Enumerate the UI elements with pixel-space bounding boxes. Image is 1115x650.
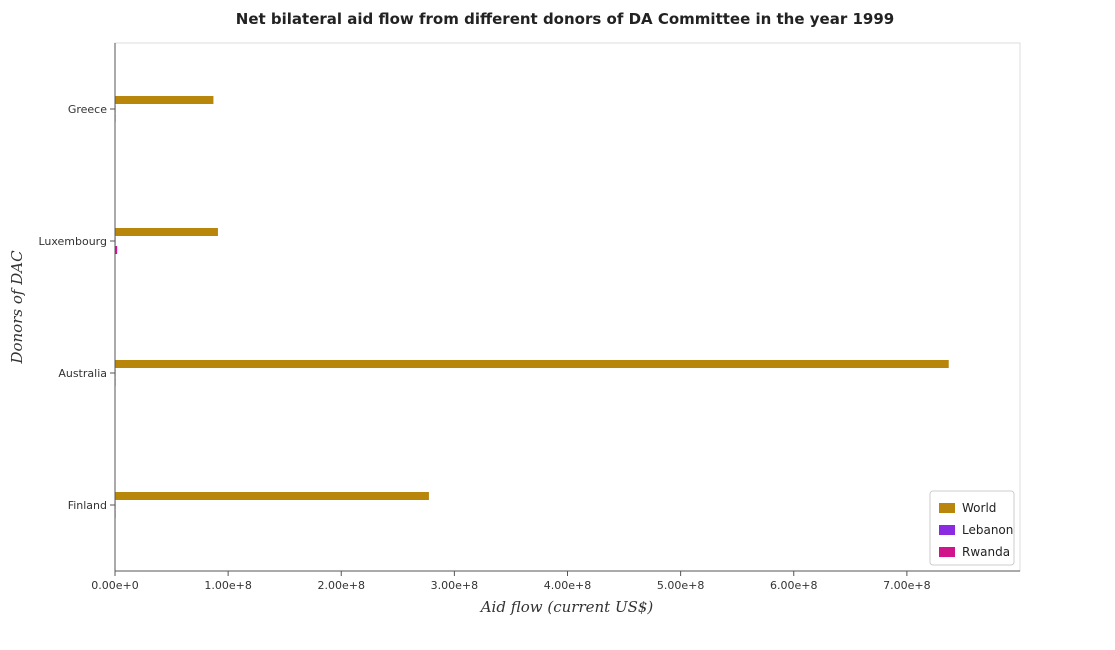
legend-label-rwanda: Rwanda <box>962 545 1010 559</box>
bar-world-australia <box>115 360 949 368</box>
chart-title: Net bilateral aid flow from different do… <box>236 10 894 28</box>
x-tick-label: 1.00e+8 <box>204 579 251 592</box>
legend-label-lebanon: Lebanon <box>962 523 1013 537</box>
x-tick-label: 3.00e+8 <box>431 579 478 592</box>
x-tick-label: 2.00e+8 <box>318 579 365 592</box>
x-axis-ticks: 0.00e+0 1.00e+8 2.00e+8 3.00e+8 4.00e+8 5.00e… <box>91 571 931 592</box>
plot-area <box>114 42 1021 572</box>
bar-world-finland <box>115 492 429 500</box>
x-tick-label: 5.00e+8 <box>657 579 704 592</box>
legend-swatch-world <box>939 503 955 513</box>
x-tick-label: 7.00e+8 <box>883 579 930 592</box>
y-axis-ticks: Greece Luxembourg Australia Finland <box>38 103 115 512</box>
x-axis-label: Aid flow (current US$) <box>479 598 654 616</box>
y-tick-label: Australia <box>58 367 107 380</box>
x-tick-label: 4.00e+8 <box>544 579 591 592</box>
legend-swatch-rwanda <box>939 547 955 557</box>
x-tick-label: 0.00e+0 <box>91 579 138 592</box>
y-tick-label: Luxembourg <box>38 235 107 248</box>
y-tick-label: Greece <box>68 103 107 116</box>
legend-swatch-lebanon <box>939 525 955 535</box>
y-tick-label: Finland <box>68 499 107 512</box>
y-axis-label: Donors of DAC <box>8 250 26 365</box>
bar-world-greece <box>115 96 214 104</box>
legend-label-world: World <box>962 501 996 515</box>
bar-world-luxembourg <box>115 228 218 236</box>
legend: World Lebanon Rwanda <box>929 490 1015 566</box>
bar-rwanda-luxembourg <box>115 246 118 254</box>
x-tick-label: 6.00e+8 <box>770 579 817 592</box>
